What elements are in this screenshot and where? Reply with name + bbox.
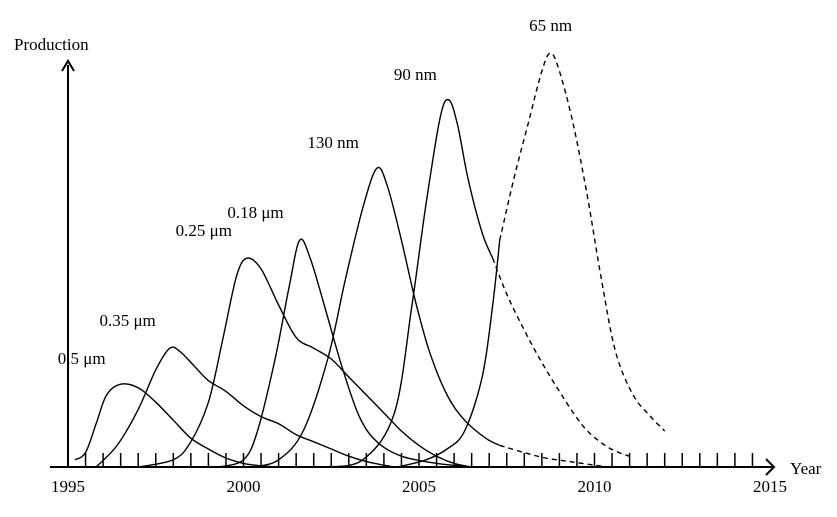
x-tick-label: 2010: [578, 477, 612, 496]
curve-0-5-m-solid: [74, 383, 279, 468]
series-label-65-nm: 65 nm: [529, 16, 572, 35]
series-labels: 0.5 μm 0.35 μm 0.25 μm0.18 μm 130 nm 90 nm 65…: [58, 16, 572, 368]
x-tick-label: 2015: [753, 477, 787, 496]
series-label-0-35-m: 0.35 μm: [99, 311, 155, 330]
x-tick-label: 1995: [51, 477, 85, 496]
curve-65-nm-dashed: [499, 52, 666, 432]
y-axis-title: Production: [14, 35, 89, 54]
curve-90-nm-dashed: [492, 257, 630, 457]
curve-0-25-m-solid: [138, 257, 472, 468]
curve-0-18-m-solid: [218, 238, 472, 468]
x-axis-arrow-icon: [765, 458, 776, 476]
curve-0-35-m-solid: [95, 346, 395, 468]
series-label-0-18-m: 0.18 μm: [227, 203, 283, 222]
x-axis-title: Year: [790, 459, 822, 478]
x-tick-label: 2000: [227, 477, 261, 496]
x-ticks-layer: [84, 453, 754, 467]
curve-90-nm-solid: [324, 98, 494, 468]
y-axis-arrow-icon: [61, 59, 75, 72]
series-label-130-nm: 130 nm: [307, 133, 358, 152]
curve-130-nm-dashed: [499, 444, 609, 468]
curve-65-nm-solid: [397, 240, 501, 468]
x-tick-label: 2005: [402, 477, 436, 496]
series-label-0-25-m: 0.25 μm: [176, 221, 232, 240]
curves-layer: [74, 52, 666, 468]
series-label-0-5-m: 0.5 μm: [58, 349, 106, 368]
curve-130-nm-solid: [253, 166, 501, 468]
series-label-90-nm: 90 nm: [394, 65, 437, 84]
x-tick-labels: 1995 2000 2005 2010 2015: [51, 477, 787, 496]
